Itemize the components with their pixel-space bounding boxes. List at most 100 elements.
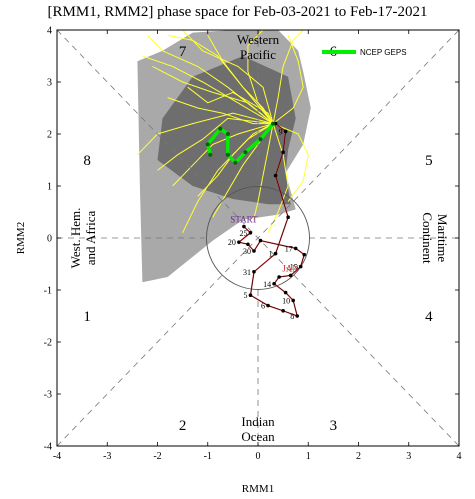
ensemble-member-line [272, 35, 304, 124]
ensemble-member-line [182, 123, 274, 234]
ensemble-member-line [157, 117, 274, 171]
region-indian-ocean-line2: Ocean [241, 429, 275, 444]
y-tick-label: -4 [44, 442, 52, 453]
y-tick-label: 1 [47, 182, 52, 193]
observed-point [302, 252, 307, 257]
region-labels: Western Pacific Indian Ocean Maritime Co… [68, 32, 450, 444]
ensemble-members [137, 30, 309, 234]
phase-label: 5 [425, 153, 433, 169]
ensemble-member-line [137, 112, 274, 156]
observed-point [298, 264, 303, 269]
observed-point-label: 31 [243, 268, 251, 277]
phase-label: 8 [83, 153, 91, 169]
x-tick-label: -2 [153, 451, 161, 462]
observed-point-label: 30 [243, 247, 251, 256]
observed-point-label: 14 [263, 280, 271, 289]
ensemble-member-line [172, 123, 274, 187]
ensemble-mean [205, 121, 276, 165]
ensemble-member-line [167, 34, 274, 124]
y-axis-label: RMM2 [15, 222, 27, 254]
x-tick-label: 1 [306, 451, 311, 462]
observed-point [288, 273, 293, 278]
observed-point [283, 129, 288, 134]
phase-label: 4 [425, 309, 433, 325]
region-maritime-continent-line1: Maritime [435, 214, 450, 263]
phase-label: 2 [179, 418, 187, 434]
observed-point [295, 314, 299, 318]
y-tick-label: 2 [47, 130, 52, 141]
y-tick-label: -3 [44, 390, 52, 401]
observed-point-label: 5 [243, 291, 247, 300]
phase-label: 1 [83, 309, 91, 325]
region-west-hem-line1: West. Hem. [68, 208, 83, 269]
ensemble-mean-point [205, 142, 210, 147]
region-western-pacific-line2: Pacific [240, 47, 276, 62]
ensemble-member-line [252, 123, 274, 223]
legend: NCEP GEPS [322, 48, 407, 57]
y-tick-label: 4 [47, 26, 52, 37]
phase-label: 3 [330, 418, 338, 434]
axis-ticks: -4 -3 -2 -1 0 1 2 3 4 -4 -3 -2 -1 0 1 2 3 4 [44, 26, 462, 463]
observed-point [272, 281, 276, 286]
observed-point [248, 293, 253, 298]
observed-point [237, 240, 241, 244]
y-tick-label: -2 [44, 338, 52, 349]
ensemble-spread [137, 30, 311, 283]
x-tick-label: -3 [103, 451, 111, 462]
ensemble-mean-point [243, 150, 248, 155]
observed-point-label: 20 [228, 238, 236, 247]
x-axis-label: RMM1 [242, 483, 274, 495]
x-tick-label: -1 [204, 451, 212, 462]
x-tick-label: -4 [53, 451, 61, 462]
observed-point [266, 303, 270, 308]
region-indian-ocean-line1: Indian [241, 414, 275, 429]
x-tick-label: 3 [406, 451, 411, 462]
chart-title: [RMM1, RMM2] phase space for Feb-03-2021… [47, 4, 428, 20]
observed-point [293, 246, 298, 251]
observed-point [277, 275, 281, 279]
ensemble-member-line [267, 123, 289, 234]
ensemble-member-line [167, 97, 274, 125]
observed-point [246, 242, 250, 247]
y-tick-label: -1 [44, 286, 52, 297]
observed-point-label: 15 [290, 263, 298, 272]
region-west-hem-line2: and Africa [83, 211, 98, 266]
x-tick-label: 0 [256, 451, 261, 462]
observed-point [273, 251, 278, 256]
observed-point-label: 17 [285, 244, 293, 253]
diagonal-line [56, 29, 460, 447]
observed-point [283, 290, 288, 295]
ensemble-mean-point [208, 152, 213, 157]
observed-point [281, 150, 285, 154]
x-tick-label: 4 [457, 451, 462, 462]
ensemble-member-line [147, 34, 274, 124]
observed-point-label: 25 [239, 229, 247, 238]
phase-label: 7 [179, 44, 187, 60]
ensemble-mean-point [271, 121, 276, 126]
region-western-pacific-line1: Western [237, 32, 280, 47]
observed-point-label: 1 [269, 250, 273, 259]
observed-point [258, 238, 263, 243]
ensemble-mean-point [233, 160, 238, 165]
observed-point [252, 249, 256, 253]
observed-point-label: JAN [282, 263, 299, 273]
y-tick-label: 3 [47, 78, 52, 89]
ensemble-member-line [272, 123, 309, 202]
y-tick-label: 0 [47, 234, 52, 245]
ensemble-member-line [197, 123, 274, 197]
observed-point [248, 231, 253, 235]
unit-circle [206, 186, 310, 290]
observed-point-label: 9 [279, 127, 283, 136]
region-maritime-continent-line2: Continent [420, 212, 435, 264]
observed-point-label: 10 [282, 296, 290, 305]
ensemble-member-line [272, 30, 304, 124]
ensemble-member-line [182, 30, 274, 124]
spread-inner [157, 56, 296, 205]
observed-point [286, 215, 290, 219]
observed-point [242, 224, 246, 229]
observed-point-label: START [230, 215, 258, 225]
x-tick-label: 2 [356, 451, 361, 462]
observed-point [291, 298, 295, 303]
